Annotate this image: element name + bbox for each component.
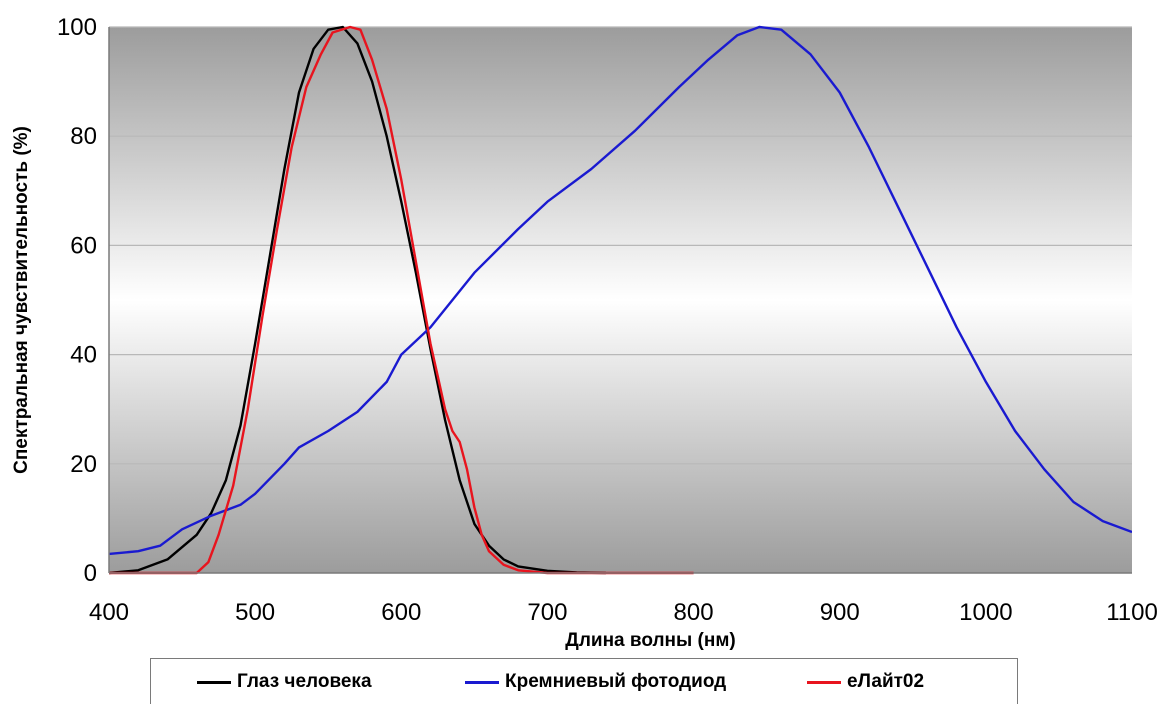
legend-label-photodiode: Кремниевый фотодиод <box>505 671 727 692</box>
series-layer <box>109 25 1132 575</box>
x-tick-label: 800 <box>674 599 714 626</box>
gridlines <box>109 26 1132 465</box>
plot-area <box>109 27 1132 573</box>
x-tick-label: 600 <box>381 599 421 626</box>
y-tick-label: 0 <box>84 560 97 587</box>
x-tick-label: 700 <box>527 599 567 626</box>
legend-item-elight: еЛайт02 <box>807 671 924 693</box>
x-axis-title: Длина волны (нм) <box>565 630 735 651</box>
legend-swatch-photodiode <box>465 680 499 684</box>
tick-labels: 400 500 600 700 800 900 1000 1100 0 20 40 60 80 100 <box>57 14 1158 626</box>
y-tick-label: 80 <box>70 123 97 150</box>
legend-item-photodiode: Кремниевый фотодиод <box>465 671 726 693</box>
series-line-photodiode <box>109 25 1132 556</box>
legend-label-eye: Глаз человека <box>237 671 372 692</box>
legend-swatch-elight <box>807 680 841 684</box>
legend: Глаз человека Кремниевый фотодиод еЛайт0… <box>150 658 1018 704</box>
legend-label-elight: еЛайт02 <box>847 671 925 692</box>
y-tick-label: 20 <box>70 451 97 478</box>
y-tick-label: 100 <box>57 14 97 41</box>
series-line-eye <box>109 25 606 575</box>
y-axis-title: Спектральная чувствительность (%) <box>11 126 32 474</box>
legend-swatch-eye <box>197 680 231 684</box>
axes <box>108 27 1132 574</box>
x-tick-label: 900 <box>820 599 860 626</box>
x-tick-label: 400 <box>89 599 129 626</box>
y-tick-label: 60 <box>70 232 97 259</box>
x-tick-label: 1100 <box>1106 599 1158 626</box>
x-tick-label: 1000 <box>959 599 1012 626</box>
x-tick-label: 500 <box>235 599 275 626</box>
y-tick-label: 40 <box>70 342 97 369</box>
legend-item-eye: Глаз человека <box>197 671 372 693</box>
series-line-elight <box>109 25 694 575</box>
